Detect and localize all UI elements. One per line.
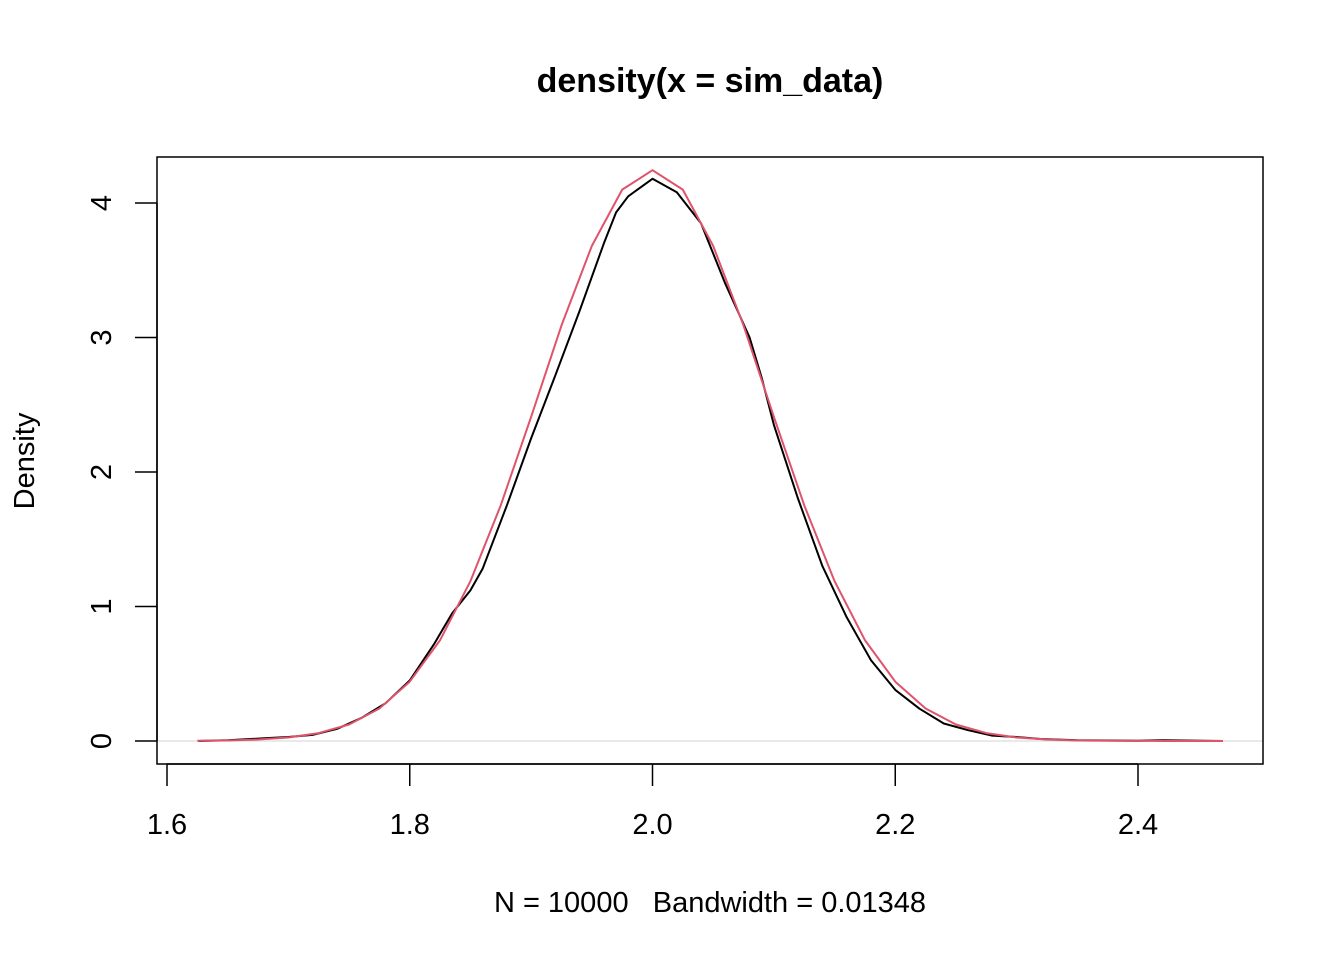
y-axis: 0 1 2 3 4 <box>86 195 158 749</box>
x-tick-label: 2.2 <box>875 809 915 841</box>
x-tick-label: 2.4 <box>1118 809 1158 841</box>
chart-title: density(x = sim_data) <box>537 62 884 100</box>
normal-density-line <box>197 169 1223 742</box>
series-layer <box>197 169 1224 742</box>
x-axis-label: N = 10000 Bandwidth = 0.01348 <box>494 887 926 919</box>
y-tick-label: 2 <box>86 464 118 480</box>
x-tick-label: 1.8 <box>390 809 430 841</box>
y-tick-label: 4 <box>86 195 118 211</box>
x-tick-label: 1.6 <box>147 809 187 841</box>
x-axis: 1.6 1.8 2.0 2.2 2.4 <box>147 763 1158 841</box>
y-axis-label: Density <box>9 412 41 509</box>
y-tick-label: 3 <box>86 329 118 345</box>
y-tick-label: 0 <box>86 733 118 749</box>
density-estimate-line <box>198 177 1224 742</box>
y-tick-label: 1 <box>86 598 118 614</box>
x-tick-label: 2.0 <box>632 809 672 841</box>
